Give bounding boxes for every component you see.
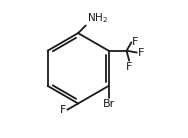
Text: F: F [126,62,132,72]
Text: Br: Br [102,99,115,109]
Text: F: F [132,37,139,47]
Text: F: F [60,105,66,115]
Text: NH$_2$: NH$_2$ [87,11,108,25]
Text: F: F [138,47,144,58]
